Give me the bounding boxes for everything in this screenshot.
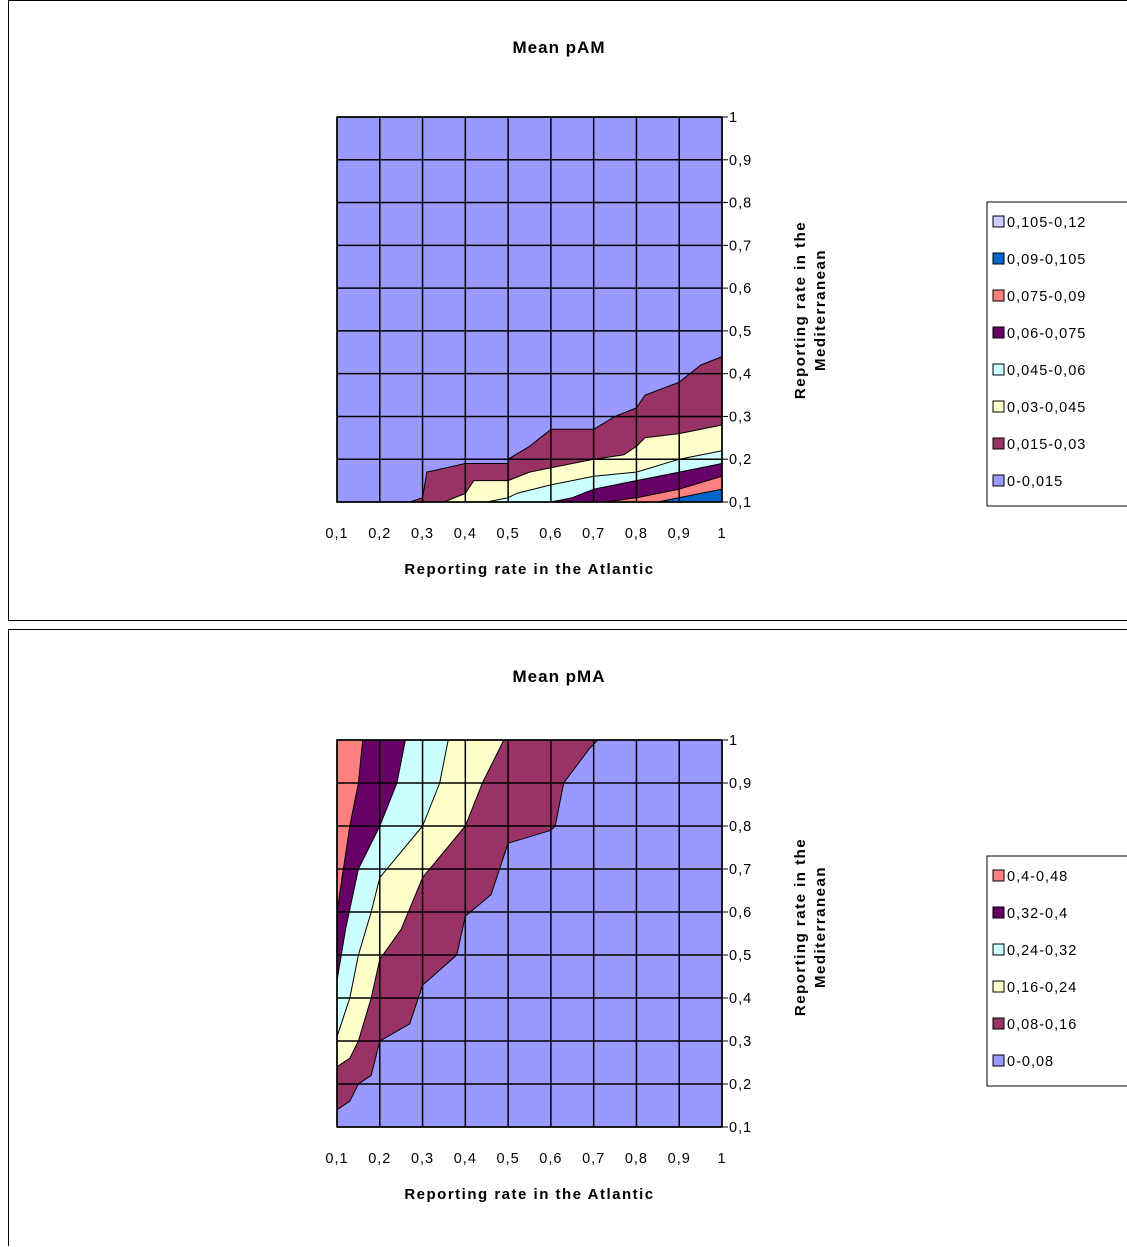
y-tick-label: 0,3 [729, 1034, 752, 1050]
y-tick-label: 0,9 [729, 776, 752, 792]
x-tick-label: 0,2 [368, 526, 391, 542]
legend-swatch [992, 363, 1005, 376]
x-tick-label: 0,8 [625, 1151, 648, 1167]
y-axis-title-line-1: Reporting rate in the [792, 838, 809, 1016]
y-axis-title-line-2: Mediterranean [812, 866, 829, 988]
legend-label: 0,045-0,06 [1007, 363, 1086, 379]
legend-swatch [992, 1054, 1005, 1067]
x-tick-label: 0,7 [582, 526, 605, 542]
legend-label: 0,105-0,12 [1007, 215, 1086, 231]
legend-swatch [992, 437, 1005, 450]
x-tick-label: 0,8 [625, 526, 648, 542]
y-tick-label: 0,8 [729, 196, 752, 212]
y-tick-label: 0,4 [729, 991, 752, 1007]
legend-swatch [992, 289, 1005, 302]
y-tick-label: 0,1 [729, 1120, 752, 1136]
legend-label: 0,32-0,4 [1007, 906, 1068, 922]
legend-label: 0,09-0,105 [1007, 252, 1086, 268]
y-axis-title-line-1: Reporting rate in the [792, 221, 809, 399]
legend-swatch [992, 215, 1005, 228]
legend-swatch [992, 326, 1005, 339]
x-axis-title: Reporting rate in the Atlantic [404, 1186, 654, 1203]
contour-chart-pma: Mean pMA 1 0,9 0,8 0,7 0,6 0,5 0,4 0,3 0,2 0,1 0,1 0… [325, 667, 1127, 1203]
x-tick-label: 1 [717, 1151, 726, 1167]
y-tick-label: 0,6 [729, 905, 752, 921]
y-tick-label: 0,2 [729, 452, 752, 468]
legend-label: 0,03-0,045 [1007, 400, 1086, 416]
x-tick-label: 0,9 [668, 1151, 691, 1167]
y-tick-label: 0,5 [729, 948, 752, 964]
x-tick-label: 0,7 [582, 1151, 605, 1167]
chart-title: Mean pMA [513, 667, 606, 686]
x-tick-label: 0,1 [325, 1151, 348, 1167]
y-tick-label: 0,7 [729, 238, 752, 254]
legend-swatch [992, 980, 1005, 993]
x-tick-label: 0,3 [411, 1151, 434, 1167]
y-tick-label: 0,7 [729, 862, 752, 878]
x-tick-label: 0,5 [497, 526, 520, 542]
y-tick-label: 1 [729, 733, 738, 749]
legend-swatch [992, 906, 1005, 919]
y-axis-title: Reporting rate in the Mediterranean [792, 221, 829, 399]
x-tick-label: 0,6 [539, 1151, 562, 1167]
chart-panel-pma: Mean pMA 1 0,9 0,8 0,7 0,6 0,5 0,4 0,3 0,2 0,1 0,1 0… [8, 629, 1127, 1246]
legend-swatch [992, 943, 1005, 956]
y-tick-label: 0,6 [729, 281, 752, 297]
x-tick-label: 1 [717, 526, 726, 542]
y-tick-label: 0,3 [729, 409, 752, 425]
chart-panel-pam: Mean pAM 1 0,9 0,8 0,7 0,6 0,5 0,4 0,3 0,2 0,1 0,1 0… [8, 0, 1127, 621]
y-tick-label: 0,4 [729, 367, 752, 383]
legend-swatch [992, 474, 1005, 487]
legend-swatch [992, 400, 1005, 413]
legend-label: 0,075-0,09 [1007, 289, 1086, 305]
legend-box [986, 201, 1127, 507]
y-axis-title-line-2: Mediterranean [812, 249, 829, 371]
legend-swatch [992, 1017, 1005, 1030]
x-tick-label: 0,6 [539, 526, 562, 542]
x-axis-title: Reporting rate in the Atlantic [404, 561, 654, 578]
legend-label: 0,24-0,32 [1007, 943, 1077, 959]
legend-label: 0,16-0,24 [1007, 980, 1077, 996]
y-tick-label: 0,8 [729, 819, 752, 835]
legend-swatch [992, 252, 1005, 265]
legend-label: 0,08-0,16 [1007, 1017, 1077, 1033]
legend-swatch [992, 869, 1005, 882]
legend-box [986, 855, 1127, 1087]
chart-title: Mean pAM [513, 38, 606, 57]
y-tick-label: 0,1 [729, 495, 752, 511]
x-tick-label: 0,4 [454, 526, 477, 542]
plot-area-frame [336, 116, 723, 503]
legend-label: 0,4-0,48 [1007, 869, 1068, 885]
legend-label: 0-0,015 [1007, 474, 1063, 490]
y-tick-label: 1 [729, 110, 738, 126]
y-axis-title: Reporting rate in the Mediterranean [792, 838, 829, 1016]
y-tick-label: 0,9 [729, 153, 752, 169]
x-tick-label: 0,3 [411, 526, 434, 542]
x-tick-label: 0,4 [454, 1151, 477, 1167]
y-tick-label: 0,2 [729, 1077, 752, 1093]
x-tick-label: 0,5 [497, 1151, 520, 1167]
plot-area-frame [336, 739, 723, 1128]
legend-label: 0-0,08 [1007, 1054, 1054, 1070]
y-tick-label: 0,5 [729, 324, 752, 340]
legend-label: 0,06-0,075 [1007, 326, 1086, 342]
x-tick-label: 0,1 [325, 526, 348, 542]
legend-label: 0,015-0,03 [1007, 437, 1086, 453]
x-tick-label: 0,9 [668, 526, 691, 542]
x-tick-label: 0,2 [368, 1151, 391, 1167]
